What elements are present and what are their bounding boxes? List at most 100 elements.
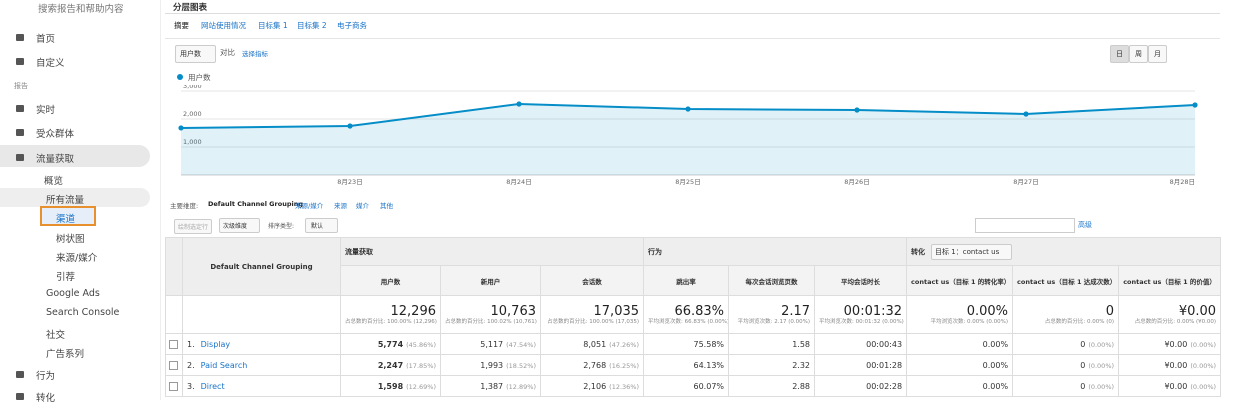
metric-dropdown[interactable]: 用户数 [175,45,216,63]
total-value: 0 [1105,303,1115,319]
nav-item[interactable]: 渠道 [56,214,76,225]
advanced-link[interactable]: 高级 [1078,221,1092,229]
nav-item[interactable]: 来源/媒介 [56,253,98,264]
secondary-dimension[interactable]: 次级维度 [219,218,261,233]
row-link[interactable]: Display [200,339,231,349]
subtab[interactable]: 电子商务 [337,21,367,30]
dimension-option[interactable]: 其他 [380,202,393,210]
total-value: 17,035 [593,303,640,319]
search-field[interactable] [975,218,1075,233]
point [685,106,691,112]
cell-pct: (12.36%) [609,382,640,391]
row-cell: 64.13% [643,354,730,376]
column-header[interactable]: contact us（目标 1 的价值） [1118,265,1222,296]
goal-dropdown[interactable]: 目标 1：contact us [931,243,1013,260]
column-header[interactable]: 平均会话时长 [814,265,908,296]
nav-item[interactable]: 行为 [36,371,56,382]
row-cell: 0.00% [906,354,1014,376]
cell-value: 00:02:28 [866,381,903,391]
cell-value: ¥0.00 [1164,381,1188,391]
x-tick-label: 8月27日 [1013,178,1038,185]
dimension-option[interactable]: 来源 [334,202,347,210]
nav-item[interactable]: 受众群体 [36,129,75,140]
row-checkbox[interactable] [165,354,183,376]
total-cell: 10,763 占总数的百分比: 100.02% (10,761) [440,295,541,334]
nav-item[interactable]: Search Console [46,307,120,318]
cell-value: ¥0.00 [1164,360,1188,370]
nav-item[interactable]: Google Ads [46,288,100,299]
group-header: 行为 [643,237,908,266]
checkbox[interactable] [169,339,178,349]
point [854,107,860,113]
subtab[interactable]: 网站使用情况 [201,21,246,30]
nav-item[interactable]: 引荐 [56,272,76,283]
granularity-button[interactable]: 日 [1110,45,1129,63]
subtab[interactable]: 目标集 2 [297,21,327,30]
row-cell: 1,387 (12.89%) [440,375,541,397]
row-cell: 0.00% [906,333,1014,355]
select-metric[interactable]: 选择指标 [242,50,268,58]
group-header: 流量获取 [339,237,645,266]
cell-pct: (0.00%) [1190,361,1217,370]
granularity-button[interactable]: 周 [1129,45,1148,63]
cell-value: 60.07% [693,381,725,391]
cell-value: 0 [1080,360,1086,370]
sort-dropdown[interactable]: 默认 [305,218,339,233]
checkbox[interactable] [169,360,178,370]
column-header[interactable]: 跳出率 [643,265,730,296]
subtab[interactable]: 目标集 1 [258,21,288,30]
total-value: 12,296 [390,303,437,319]
checkbox[interactable] [169,381,178,391]
nav-item[interactable]: 广告系列 [46,349,85,360]
nav-item[interactable]: 实时 [36,105,56,116]
total-note: 平均浏览次数: 0.00% (0.00%) [930,318,1009,325]
column-header[interactable]: contact us（目标 1 达成次数） [1012,265,1120,296]
cell-value: 2,247 [377,360,404,370]
column-header[interactable]: 每次会话浏览页数 [728,265,816,296]
nav-item: 报告 [14,82,28,90]
nav-item[interactable]: 社交 [46,330,66,341]
nav-item[interactable]: 流量获取 [36,154,75,165]
cell-pct: (18.52%) [506,361,536,370]
nav-item[interactable]: 所有流量 [46,195,85,206]
nav-item[interactable]: 概览 [44,176,64,187]
nav-item[interactable]: 首页 [36,34,56,45]
column-header[interactable]: 用户数 [340,265,441,296]
nav-item[interactable]: 树状图 [56,234,85,245]
column-header[interactable]: 会话数 [539,265,645,296]
plot-rows-button[interactable]: 绘制选定行 [174,219,213,234]
row-cell: 1.58 [728,333,816,355]
selected-item-box [40,206,96,226]
cell-pct: (45.86%) [406,340,436,349]
cell-value: 2,106 [583,381,607,391]
row-link[interactable]: Direct [200,381,225,391]
dimension-header: Default Channel Grouping [182,237,341,296]
total-cell: 17,035 占总数的百分比: 100.00% (17,035) [539,295,645,334]
legend-label: 用户数 [188,73,211,82]
nav-item[interactable]: 自定义 [36,58,65,69]
search-placeholder[interactable]: 搜索报告和帮助内容 [38,4,124,15]
point [516,101,522,107]
cell-value: 0.00% [982,360,1009,370]
row-checkbox[interactable] [165,375,183,397]
data-table: Default Channel Grouping 流量获取 行为 转化 目标 1：con… [165,237,1222,397]
row-link[interactable]: Paid Search [200,360,248,370]
total-value: 66.83% [674,303,725,319]
x-tick-label: 8月25日 [675,178,700,185]
nav-item[interactable]: 转化 [36,393,56,404]
cell-value: 8,051 [583,339,607,349]
subtab[interactable]: 摘要 [174,21,189,30]
column-header[interactable]: 新用户 [440,265,541,296]
column-header[interactable]: contact us（目标 1 的转化率） [906,265,1014,296]
row-cell: 8,051 (47.26%) [539,333,645,355]
row-checkbox[interactable] [165,333,183,355]
dimension-option[interactable]: 媒介 [356,202,369,210]
line-chart: 1,000 2,000 3,000 8月23日 8月24日 8月25日 8月26日 8月27日… [178,85,1198,185]
point [178,125,184,131]
select-all [165,237,183,296]
total-value: 0.00% [966,303,1009,319]
granularity-button[interactable]: 月 [1148,45,1167,63]
cell-value: 1.58 [792,339,811,349]
dimension-option[interactable]: 来源/媒介 [295,202,324,210]
dimension-option[interactable]: Default Channel Grouping [208,200,303,208]
